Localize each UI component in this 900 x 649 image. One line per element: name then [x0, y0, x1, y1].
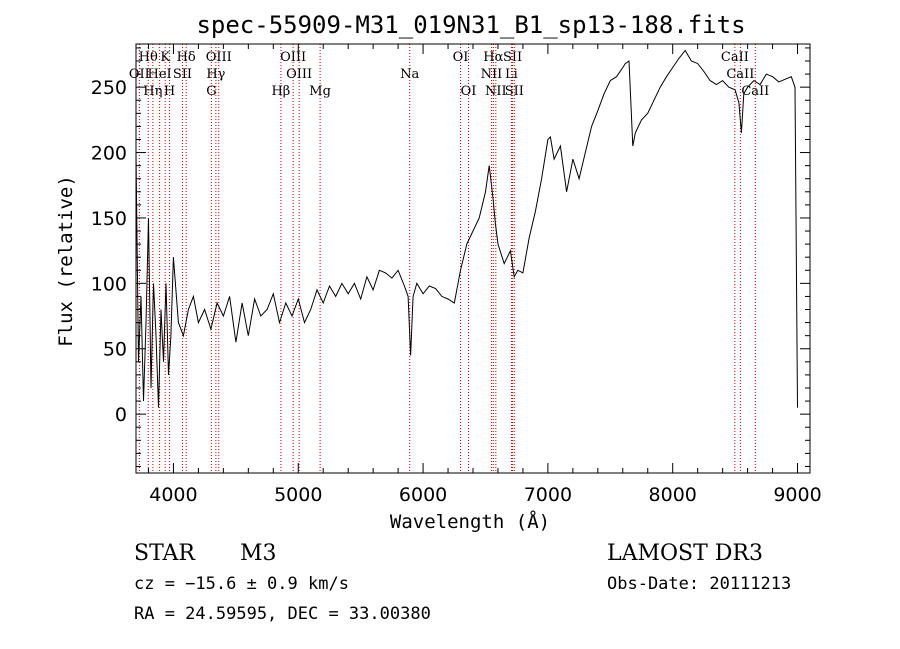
object-subclass: M3 [240, 541, 277, 566]
spectral-line-label: Hβ [271, 84, 290, 99]
spectral-line-label: CaII [721, 50, 749, 65]
ra-dec: RA = 24.59595, DEC = 33.00380 [134, 604, 431, 624]
x-tick-label: 8000 [649, 484, 697, 506]
spectral-line-label: Na [400, 67, 419, 82]
plot-frame [135, 43, 811, 474]
spectrum-series-line [135, 49, 798, 408]
y-axis-ticks: 0 50 100 150 200 250 [91, 47, 810, 467]
y-tick-label: 150 [91, 208, 127, 230]
spectral-line-label: Hγ [206, 67, 225, 82]
spectral-line-label: OI [461, 84, 477, 99]
survey-name: LAMOST DR3 [607, 541, 763, 566]
chart-title: spec-55909-M31_019N31_B1_sp13-188.fits [196, 11, 745, 39]
x-tick-label: 9000 [773, 484, 821, 506]
spectral-line-label: H [164, 84, 175, 99]
spectral-line-label: NII [481, 67, 503, 82]
spectral-line-label: OIII [206, 50, 232, 65]
object-class: STAR [134, 541, 196, 566]
x-tick-label: 7000 [524, 484, 572, 506]
spectral-line-label: K [160, 50, 170, 65]
spectral-line-label: HeI [148, 67, 172, 82]
spectral-line-label: SII [503, 50, 522, 65]
spectral-line-label: Hα [483, 50, 503, 65]
y-tick-label: 200 [91, 143, 127, 165]
y-tick-label: 0 [115, 404, 127, 426]
x-axis-ticks: 4000 5000 6000 7000 8000 9000 [147, 44, 822, 506]
spectral-line-label: NII [485, 84, 507, 99]
spectral-line-label: CaII [726, 67, 754, 82]
x-tick-label: 5000 [274, 484, 322, 506]
spectral-line-label: Hδ [177, 50, 196, 65]
x-axis-label: Wavelength (Å) [390, 510, 550, 533]
spectral-line-markers [138, 44, 756, 473]
x-tick-label: 4000 [149, 484, 197, 506]
observation-date: Obs-Date: 20111213 [607, 574, 791, 594]
spectral-line-label: Hθ [139, 50, 158, 65]
spectral-line-label: Mg [309, 84, 331, 99]
redshift-cz: cz = −15.6 ± 0.9 km/s [134, 574, 349, 594]
spectral-line-label: G [206, 84, 216, 99]
spectral-line-label: Hη [143, 84, 162, 99]
spectral-line-label: OI [453, 50, 469, 65]
spectral-line-label: SII [505, 84, 524, 99]
spectral-line-label: OIII [280, 50, 306, 65]
spectral-line-label: Li [505, 67, 518, 82]
y-axis-label: Flux (relative) [55, 175, 77, 347]
y-tick-label: 100 [91, 273, 127, 295]
y-tick-label: 250 [91, 77, 127, 99]
y-tick-label: 50 [103, 339, 127, 361]
spectral-line-label: SII [173, 67, 192, 82]
spectral-line-label: CaII [741, 84, 769, 99]
spectral-line-label: OIII [286, 67, 312, 82]
x-tick-label: 6000 [399, 484, 447, 506]
